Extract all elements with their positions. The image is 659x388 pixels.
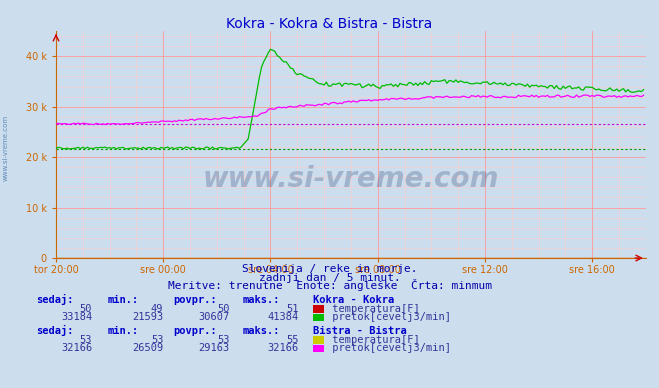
Text: 41384: 41384	[268, 312, 299, 322]
Text: min.:: min.:	[107, 294, 138, 305]
Text: temperatura[F]: temperatura[F]	[326, 303, 419, 314]
Text: temperatura[F]: temperatura[F]	[326, 334, 419, 345]
Text: 29163: 29163	[198, 343, 229, 353]
Text: sedaj:: sedaj:	[36, 294, 74, 305]
Text: 53: 53	[217, 334, 229, 345]
Text: pretok[čevelj3/min]: pretok[čevelj3/min]	[326, 343, 451, 353]
Text: 32166: 32166	[61, 343, 92, 353]
Text: 33184: 33184	[61, 312, 92, 322]
Text: 50: 50	[80, 303, 92, 314]
Text: 53: 53	[151, 334, 163, 345]
Text: zadnji dan / 5 minut.: zadnji dan / 5 minut.	[258, 273, 401, 283]
Text: 51: 51	[286, 303, 299, 314]
Text: sedaj:: sedaj:	[36, 325, 74, 336]
Text: 50: 50	[217, 303, 229, 314]
Text: 21593: 21593	[132, 312, 163, 322]
Text: maks.:: maks.:	[243, 326, 280, 336]
Text: min.:: min.:	[107, 326, 138, 336]
Text: 53: 53	[80, 334, 92, 345]
Text: Kokra - Kokra: Kokra - Kokra	[313, 294, 394, 305]
Text: Meritve: trenutne  Enote: angleške  Črta: minmum: Meritve: trenutne Enote: angleške Črta: …	[167, 279, 492, 291]
Text: 55: 55	[286, 334, 299, 345]
Text: 26509: 26509	[132, 343, 163, 353]
Text: pretok[čevelj3/min]: pretok[čevelj3/min]	[326, 312, 451, 322]
Text: Slovenija / reke in morje.: Slovenija / reke in morje.	[242, 264, 417, 274]
Text: 32166: 32166	[268, 343, 299, 353]
Text: povpr.:: povpr.:	[173, 326, 217, 336]
Text: www.si-vreme.com: www.si-vreme.com	[2, 114, 9, 180]
Text: 49: 49	[151, 303, 163, 314]
Text: Bistra - Bistra: Bistra - Bistra	[313, 326, 407, 336]
Text: Kokra - Kokra & Bistra - Bistra: Kokra - Kokra & Bistra - Bistra	[227, 17, 432, 31]
Text: 30607: 30607	[198, 312, 229, 322]
Text: povpr.:: povpr.:	[173, 294, 217, 305]
Text: maks.:: maks.:	[243, 294, 280, 305]
Text: www.si-vreme.com: www.si-vreme.com	[203, 165, 499, 192]
